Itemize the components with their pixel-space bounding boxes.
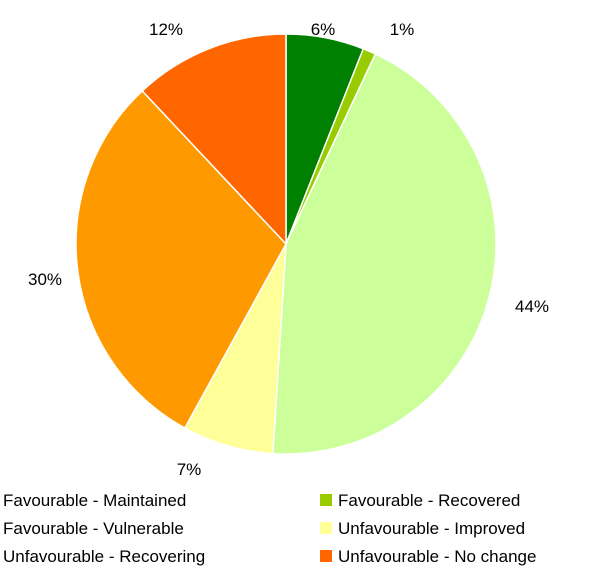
- legend-label-1: Favourable - Maintained: [3, 491, 186, 510]
- pie-slice-3: [272, 52, 497, 455]
- pie-slice-6: [141, 33, 287, 246]
- legend-label-5: Unfavourable - Recovering: [3, 547, 205, 566]
- pie-slices: [75, 33, 497, 455]
- pie-slice-5: [75, 89, 287, 430]
- data-label-3: 44%: [515, 297, 549, 316]
- legend-item-1: Favourable - Maintained: [3, 491, 186, 510]
- legend-item-3: Favourable - Vulnerable: [3, 519, 184, 538]
- legend-swatch-2: [320, 494, 332, 506]
- pie-data-labels: 6% 1% 44% 7% 30% 12%: [28, 20, 549, 479]
- legend-label-6: Unfavourable - No change: [338, 547, 536, 566]
- legend-item-4: Unfavourable - Improved: [320, 519, 525, 538]
- legend-label-4: Unfavourable - Improved: [338, 519, 525, 538]
- legend-item-2: Favourable - Recovered: [320, 491, 520, 510]
- legend-label-3: Favourable - Vulnerable: [3, 519, 184, 538]
- legend-item-6: Unfavourable - No change: [320, 547, 536, 566]
- data-label-1: 6%: [311, 20, 336, 39]
- data-label-2: 1%: [390, 20, 415, 39]
- data-label-5: 30%: [28, 270, 62, 289]
- legend-swatch-4: [320, 522, 332, 534]
- legend-swatch-6: [320, 550, 332, 562]
- legend-label-2: Favourable - Recovered: [338, 491, 520, 510]
- legend: Favourable - Maintained Favourable - Reco…: [3, 491, 536, 566]
- data-label-4: 7%: [177, 460, 202, 479]
- legend-item-5: Unfavourable - Recovering: [3, 547, 205, 566]
- data-label-6: 12%: [149, 20, 183, 39]
